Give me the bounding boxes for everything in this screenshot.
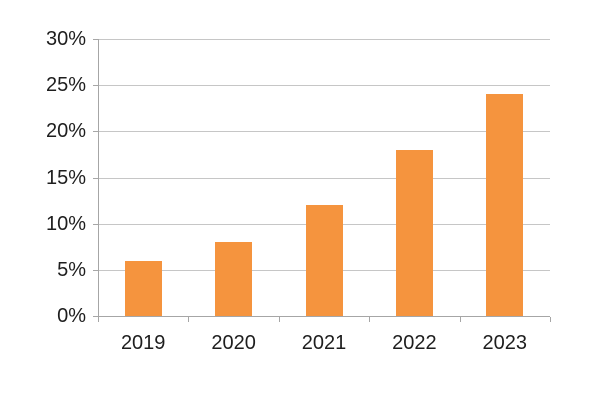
- y-axis-tick: [93, 39, 98, 40]
- y-axis-tick: [93, 316, 98, 317]
- x-axis-tick: [459, 317, 461, 322]
- bar-2022: [395, 149, 433, 316]
- bar-2023: [486, 94, 524, 316]
- x-axis-label: 2023: [482, 332, 528, 354]
- y-axis-tick: [93, 177, 98, 179]
- y-axis-tick: [93, 131, 98, 133]
- x-axis-tick: [550, 317, 551, 322]
- x-axis-tick: [369, 317, 371, 322]
- y-axis-label: 5%: [57, 258, 86, 281]
- x-axis-label: 2022: [392, 332, 437, 354]
- x-axis-label: 2019: [120, 332, 166, 354]
- x-axis-label: 2021: [301, 332, 347, 354]
- y-axis-line: [98, 39, 99, 317]
- y-axis-tick: [93, 269, 98, 271]
- bar-2019: [124, 260, 162, 316]
- bar-2020: [215, 242, 253, 316]
- y-axis-tick: [93, 223, 98, 225]
- y-axis-tick: [93, 85, 98, 87]
- gridline: [98, 131, 550, 133]
- gridline: [98, 39, 550, 40]
- x-axis-tick: [278, 317, 280, 322]
- y-axis-label: 0%: [57, 305, 86, 327]
- bar-2021: [305, 205, 343, 316]
- x-axis-tick: [188, 317, 190, 322]
- y-axis-label: 30%: [45, 28, 86, 50]
- y-axis-label: 25%: [45, 74, 86, 97]
- x-axis-label: 2020: [211, 332, 256, 354]
- x-axis-line: [98, 316, 550, 317]
- gridline: [98, 85, 550, 87]
- y-axis-label: 10%: [45, 212, 86, 235]
- gridline: [98, 177, 550, 179]
- y-axis-label: 20%: [45, 120, 86, 143]
- x-axis-tick: [98, 317, 99, 322]
- y-axis-label: 15%: [45, 166, 86, 189]
